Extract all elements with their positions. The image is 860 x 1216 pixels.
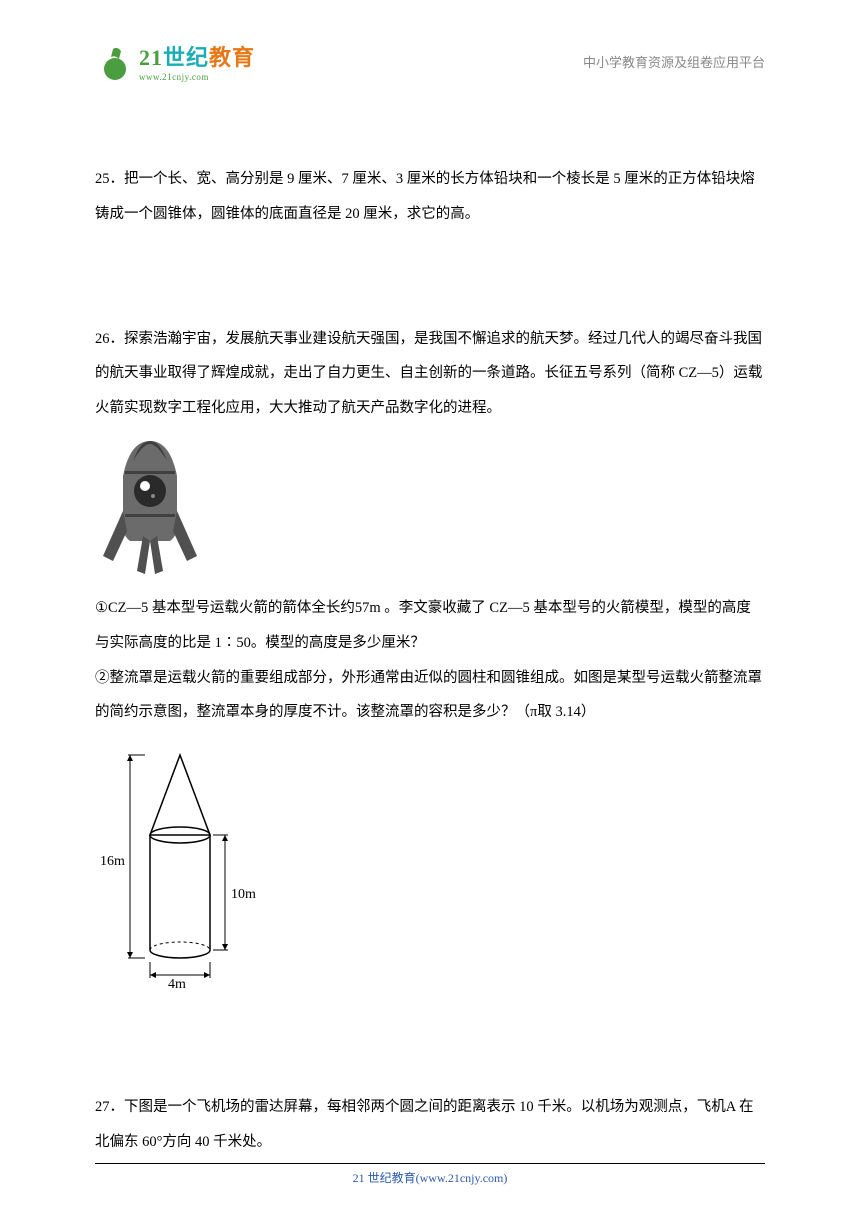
question-26: 26．探索浩瀚宇宙，发展航天事业建设航天强国，是我国不懈追求的航天梦。经过几代人…	[95, 322, 765, 991]
page-header: 21世纪教育 www.21cnjy.com 中小学教育资源及组卷应用平台	[0, 0, 860, 102]
label-10m: 10m	[231, 887, 256, 902]
fairing-diagram: 16m 10m 4m	[95, 740, 275, 990]
footer-divider	[95, 1163, 765, 1164]
header-tagline: 中小学教育资源及组卷应用平台	[583, 52, 765, 71]
logo-text: 21世纪教育 www.21cnjy.com	[139, 40, 255, 82]
logo-url: www.21cnjy.com	[139, 72, 255, 82]
logo: 21世纪教育 www.21cnjy.com	[95, 40, 255, 82]
label-4m: 4m	[168, 977, 186, 990]
footer-brand: 21 世纪教育	[353, 1171, 416, 1185]
q26-part1: ①CZ—5 基本型号运载火箭的箭体全长约57m 。李文豪收藏了 CZ—5 基本型…	[95, 591, 765, 661]
q27-text: 27．下图是一个飞机场的雷达屏幕，每相邻两个圆之间的距离表示 10 千米。以机场…	[95, 1099, 754, 1150]
question-25: 25．把一个长、宽、高分别是 9 厘米、7 厘米、3 厘米的长方体铅块和一个棱长…	[95, 162, 765, 232]
logo-century: 世纪	[163, 45, 209, 70]
q26-part2: ②整流罩是运载火箭的重要组成部分，外形通常由近似的圆柱和圆锥组成。如图是某型号运…	[95, 661, 765, 731]
question-27: 27．下图是一个飞机场的雷达屏幕，每相邻两个圆之间的距离表示 10 千米。以机场…	[95, 1090, 765, 1160]
logo-icon	[95, 41, 135, 81]
q26-intro: 26．探索浩瀚宇宙，发展航天事业建设航天强国，是我国不懈追求的航天梦。经过几代人…	[95, 322, 765, 426]
label-16m: 16m	[100, 854, 125, 869]
content-area: 25．把一个长、宽、高分别是 9 厘米、7 厘米、3 厘米的长方体铅块和一个棱长…	[0, 102, 860, 1160]
page-footer: 21 世纪教育(www.21cnjy.com)	[0, 1163, 860, 1186]
q25-text: 25．把一个长、宽、高分别是 9 厘米、7 厘米、3 厘米的长方体铅块和一个棱长…	[95, 171, 755, 222]
logo-21: 21	[139, 45, 163, 70]
logo-edu: 教育	[209, 45, 255, 70]
footer-url: (www.21cnjy.com)	[416, 1171, 508, 1185]
rocket-illustration	[95, 436, 205, 581]
